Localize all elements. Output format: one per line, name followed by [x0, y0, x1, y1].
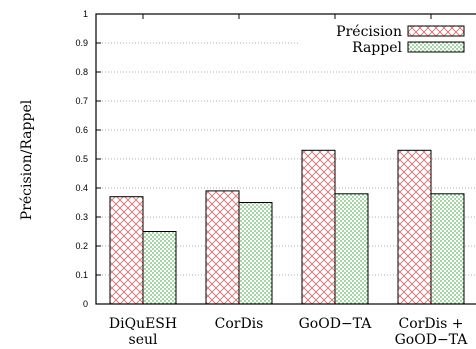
y-tick-label: 0.9 [75, 38, 88, 48]
y-tick-label: 0.3 [75, 212, 88, 222]
bar-prcision [205, 190, 240, 305]
legend-swatch [407, 25, 465, 37]
bar-prcision [109, 196, 144, 305]
y-tick-label: 0.7 [75, 96, 88, 106]
x-tick-label: seul [129, 332, 158, 348]
bar-rappel [430, 193, 465, 305]
y-tick-label: 0.5 [75, 154, 88, 164]
y-tick-label: 0.1 [75, 270, 88, 280]
y-tick-label: 0.8 [75, 67, 88, 77]
bar-rappel [238, 202, 273, 305]
y-axis-label: Précision/Rappel [19, 99, 35, 220]
x-tick-label: CorDis [215, 316, 264, 332]
bar-rappel [334, 193, 369, 305]
bar-rappel [142, 231, 177, 305]
bar-prcision [301, 149, 336, 305]
y-tick-label: 0.6 [75, 125, 88, 135]
legend-swatch [407, 41, 465, 53]
bars [109, 149, 465, 305]
x-tick-label: GoOD−TA [395, 332, 469, 348]
y-axis: 0 0.1 0.2 0.3 0.4 0.5 0.6 0.7 0.8 0.9 1 [75, 9, 101, 309]
x-tick-label: GoOD−TA [299, 316, 373, 332]
x-tick-label: CorDis + [399, 316, 464, 332]
x-tick-label: DiQuESH [109, 316, 177, 332]
legend-label: Précision [336, 24, 402, 40]
y-tick-label: 0 [83, 299, 88, 309]
y-tick-label: 0.2 [75, 241, 88, 251]
y-tick-label: 1 [83, 9, 88, 19]
legend-label: Rappel [352, 40, 402, 56]
y-tick-label: 0.4 [75, 183, 88, 193]
bar-prcision [397, 149, 432, 305]
